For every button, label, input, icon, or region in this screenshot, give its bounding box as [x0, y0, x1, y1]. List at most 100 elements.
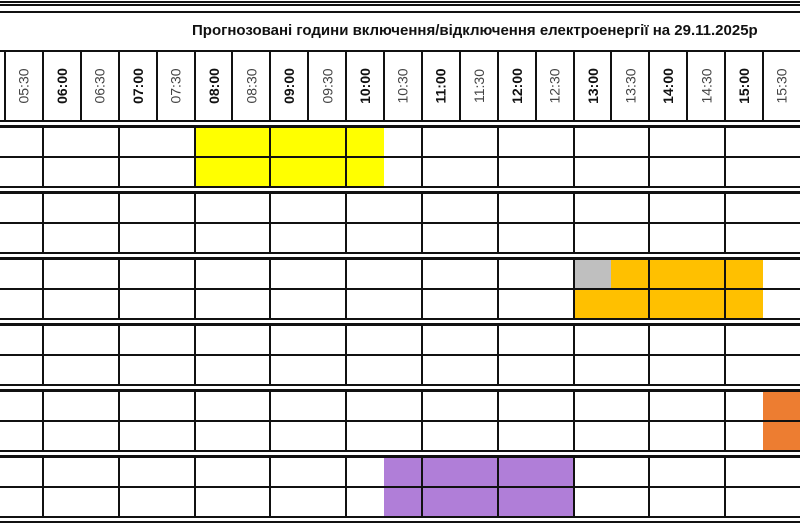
- grid-line: [41, 127, 44, 187]
- grid-line: [269, 259, 272, 319]
- schedule-cell-yellow: [194, 127, 233, 157]
- schedule-cell-purple: [497, 487, 536, 517]
- grid-line: [0, 126, 800, 128]
- schedule-cell-purple: [384, 487, 422, 517]
- time-label: 09:00: [281, 68, 298, 104]
- grid-line: [648, 51, 651, 121]
- schedule-cell-yellow: [308, 157, 347, 187]
- grid-line: [41, 457, 44, 517]
- grid-line: [0, 252, 800, 254]
- grid-line: [193, 259, 196, 319]
- schedule-cell-yellow: [308, 127, 347, 157]
- time-header-1000: 10:00: [346, 52, 384, 120]
- time-label: 06:00: [53, 68, 70, 104]
- grid-line: [193, 127, 196, 187]
- time-header-1200: 12:00: [498, 52, 536, 120]
- grid-line: [496, 391, 499, 451]
- time-header-1100: 11:00: [422, 52, 460, 120]
- grid-line: [496, 259, 499, 319]
- grid-line: [648, 193, 651, 253]
- grid-line: [0, 222, 800, 224]
- time-header-0630: 06:30: [81, 52, 119, 120]
- grid-line: [307, 51, 310, 121]
- grid-line: [420, 193, 423, 253]
- schedule-title: Прогнозовані години включення/відключенн…: [0, 12, 800, 50]
- grid-line: [269, 325, 272, 385]
- grid-line: [0, 318, 800, 320]
- time-label: 10:00: [357, 68, 374, 104]
- grid-line: [269, 51, 272, 121]
- time-header-1430: 14:30: [687, 52, 725, 120]
- time-label: 15:00: [736, 68, 753, 104]
- time-header-0830: 08:30: [232, 52, 270, 120]
- time-label: 13:00: [584, 68, 601, 104]
- time-header-1230: 12:30: [536, 52, 574, 120]
- schedule-cell-darkorange: [763, 421, 800, 451]
- grid-line: [269, 193, 272, 253]
- schedule-cell-yellow: [346, 127, 384, 157]
- grid-line: [724, 193, 727, 253]
- grid-line: [458, 51, 461, 121]
- grid-line: [345, 325, 348, 385]
- grid-line: [648, 259, 651, 319]
- grid-line: [0, 450, 800, 452]
- grid-line: [0, 456, 800, 458]
- time-label: 06:30: [91, 68, 108, 104]
- grid-line: [269, 127, 272, 187]
- grid-line: [41, 259, 44, 319]
- grid-line: [496, 127, 499, 187]
- time-label: 13:30: [622, 68, 639, 104]
- grid-line: [496, 51, 499, 121]
- grid-line: [572, 325, 575, 385]
- grid-line: [572, 127, 575, 187]
- grid-line: [155, 51, 158, 121]
- schedule-cell-orange: [649, 259, 688, 289]
- schedule-cell-orange: [611, 259, 650, 289]
- time-label: 12:00: [508, 68, 525, 104]
- schedule-cell-purple: [535, 487, 574, 517]
- time-header-0930: 09:30: [308, 52, 346, 120]
- grid-line: [496, 325, 499, 385]
- grid-line: [0, 120, 800, 122]
- grid-line: [117, 391, 120, 451]
- grid-line: [0, 390, 800, 392]
- time-label: 14:30: [698, 68, 715, 104]
- grid-line: [572, 51, 575, 121]
- schedule-cell-orange: [725, 259, 763, 289]
- grid-line: [79, 51, 82, 121]
- grid-line: [0, 4, 800, 6]
- time-label: 11:00: [432, 68, 449, 104]
- grid-line: [269, 391, 272, 451]
- time-label: 11:30: [470, 69, 487, 103]
- schedule-cell-yellow: [232, 127, 271, 157]
- grid-line: [4, 51, 6, 121]
- grid-line: [648, 325, 651, 385]
- time-header-0530: 05:30: [5, 52, 43, 120]
- grid-line: [534, 51, 537, 121]
- grid-line: [117, 193, 120, 253]
- schedule-cell-purple: [421, 487, 460, 517]
- time-label: 08:00: [205, 68, 222, 104]
- grid-line: [0, 50, 800, 52]
- grid-line: [231, 51, 234, 121]
- grid-line: [686, 51, 689, 121]
- schedule-cell-purple: [421, 457, 460, 487]
- grid-line: [0, 384, 800, 386]
- grid-line: [572, 391, 575, 451]
- schedule-cell-darkorange: [763, 391, 800, 421]
- schedule-cell-orange: [649, 289, 688, 319]
- time-header-1330: 13:30: [611, 52, 649, 120]
- grid-line: [41, 391, 44, 451]
- time-header-0600: 06:00: [43, 52, 81, 120]
- grid-line: [193, 51, 196, 121]
- grid-line: [724, 127, 727, 187]
- schedule-cell-orange: [687, 259, 726, 289]
- grid-line: [0, 324, 800, 326]
- time-header-0800: 08:00: [195, 52, 233, 120]
- schedule-cell-yellow: [270, 157, 309, 187]
- time-label: 09:30: [319, 68, 336, 104]
- grid-line: [193, 391, 196, 451]
- grid-line: [0, 156, 800, 158]
- grid-line: [117, 259, 120, 319]
